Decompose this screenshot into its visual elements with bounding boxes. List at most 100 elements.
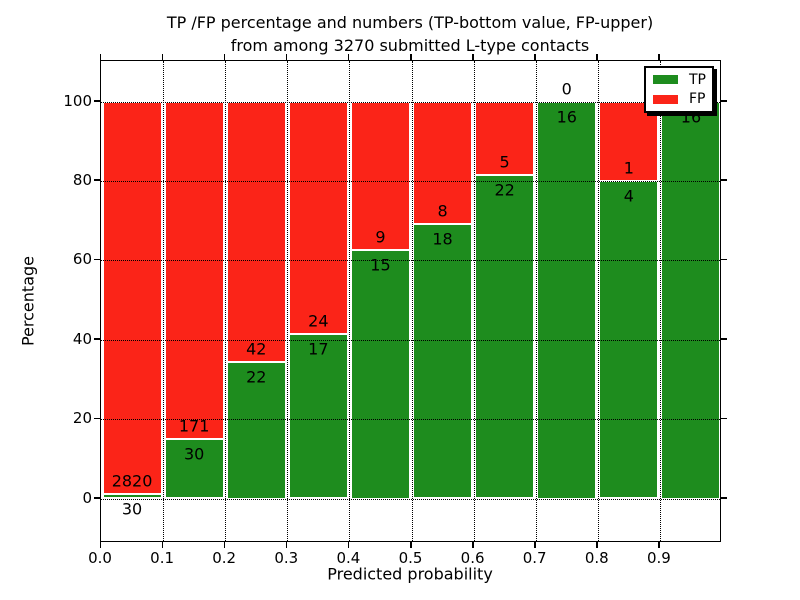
- x-tick: [99, 542, 101, 548]
- fp-count-label: 0: [561, 79, 572, 98]
- bar-segment-tp: [413, 223, 473, 499]
- x-tick-label: 0.2: [212, 549, 237, 567]
- bars-layer: [101, 61, 721, 541]
- v-gridline: [349, 61, 351, 541]
- tp-count-label: 4: [623, 186, 634, 206]
- h-gridline: [101, 339, 720, 341]
- y-tick: [94, 497, 100, 499]
- tp-count-label: 15: [370, 255, 391, 275]
- v-gridline: [411, 61, 413, 541]
- bar-segment-tp: [537, 101, 597, 499]
- bar-segment-fp: [288, 101, 348, 334]
- x-tick-top: [410, 54, 412, 60]
- chart-title-line1: TP /FP percentage and numbers (TP-bottom…: [166, 13, 654, 32]
- y-tick: [94, 100, 100, 102]
- fp-count-label: 1: [623, 158, 634, 178]
- v-gridline: [287, 61, 289, 541]
- h-gridline: [101, 498, 720, 500]
- bar-segment-tp: [102, 494, 162, 499]
- v-gridline: [473, 61, 475, 541]
- x-tick-top: [534, 54, 536, 60]
- legend-item-tp: TP: [646, 72, 712, 88]
- x-tick-label: 0.5: [398, 549, 423, 567]
- x-tick: [534, 542, 536, 548]
- v-gridline: [659, 61, 661, 541]
- h-gridline: [101, 180, 720, 182]
- tp-count-label: 22: [246, 367, 267, 387]
- bar-segment-fp: [350, 101, 410, 251]
- x-tick-label: 0.0: [88, 549, 112, 567]
- x-tick-top: [658, 54, 660, 60]
- legend: TP FP: [644, 66, 714, 113]
- tp-count-label: 30: [183, 444, 205, 464]
- v-gridline: [163, 61, 165, 541]
- x-tick-top: [285, 54, 288, 60]
- fp-count-label: 8: [437, 201, 448, 221]
- legend-label-fp: FP: [689, 91, 706, 108]
- x-axis-label: Predicted probability: [327, 564, 493, 584]
- y-tick-label: 100: [63, 91, 92, 110]
- tp-count-label: 30: [121, 499, 143, 519]
- bar-segment-tp: [350, 250, 410, 499]
- x-tick: [223, 542, 226, 548]
- bar-segment-tp: [164, 439, 224, 499]
- x-tick-label: 0.7: [522, 549, 547, 567]
- bar-segment-tp: [288, 333, 348, 499]
- fp-count-label: 171: [178, 416, 210, 436]
- grid-layer: [101, 61, 720, 541]
- y-tick-right: [721, 179, 727, 181]
- x-tick-label: 0.9: [646, 549, 671, 567]
- y-tick: [94, 417, 100, 420]
- bar-segment-tp: [475, 175, 535, 499]
- bar-segment-fp: [102, 101, 162, 495]
- tp-count-label: 18: [432, 229, 453, 249]
- x-tick: [161, 542, 164, 548]
- fp-count-label: 42: [246, 339, 267, 359]
- y-axis-label: Percentage: [18, 255, 38, 347]
- y-tick-right: [721, 338, 727, 340]
- v-gridline: [225, 61, 227, 541]
- y-tick: [94, 258, 100, 261]
- x-tick: [347, 542, 350, 548]
- y-tick-right: [721, 497, 727, 499]
- legend-item-fp: FP: [646, 91, 712, 107]
- y-tick-right: [721, 417, 727, 420]
- bar-segment-fp: [226, 101, 286, 363]
- legend-swatch-fp-icon: [653, 94, 678, 104]
- plot-area: 282030171304222241791581852201614016: [100, 60, 721, 542]
- chart-title-line2: from among 3270 submitted L-type contact…: [230, 36, 590, 55]
- h-gridline: [101, 260, 720, 262]
- bar-segment-tp: [661, 101, 721, 499]
- y-tick-label: 80: [72, 170, 92, 189]
- bar-segment-fp: [599, 101, 659, 181]
- h-gridline: [101, 101, 720, 103]
- y-tick: [94, 338, 100, 340]
- fp-count-label: 24: [308, 311, 329, 331]
- bar-segment-fp: [164, 101, 224, 440]
- x-tick-top: [99, 54, 101, 60]
- x-tick-label: 0.1: [150, 549, 175, 567]
- x-tick-label: 0.8: [584, 549, 609, 567]
- legend-label-tp: TP: [689, 71, 706, 88]
- x-tick: [285, 542, 288, 548]
- legend-swatch-tp-icon: [653, 75, 678, 85]
- bar-segment-fp: [413, 101, 473, 224]
- x-tick-label: 0.4: [336, 549, 361, 567]
- fp-count-label: 5: [499, 152, 510, 172]
- x-tick: [596, 542, 598, 548]
- y-tick-label: 60: [72, 250, 92, 269]
- y-tick-label: 0: [82, 488, 92, 507]
- x-tick-top: [347, 54, 350, 60]
- v-gridline: [535, 61, 537, 541]
- x-tick-top: [161, 54, 164, 60]
- x-tick-label: 0.3: [274, 549, 299, 567]
- x-tick: [658, 542, 660, 548]
- bar-segment-tp: [226, 362, 286, 499]
- y-tick-right: [721, 100, 727, 102]
- y-tick-right: [721, 258, 727, 261]
- h-gridline: [101, 419, 720, 421]
- x-tick: [410, 542, 412, 548]
- y-tick-label: 20: [72, 409, 92, 428]
- x-tick-top: [596, 54, 598, 60]
